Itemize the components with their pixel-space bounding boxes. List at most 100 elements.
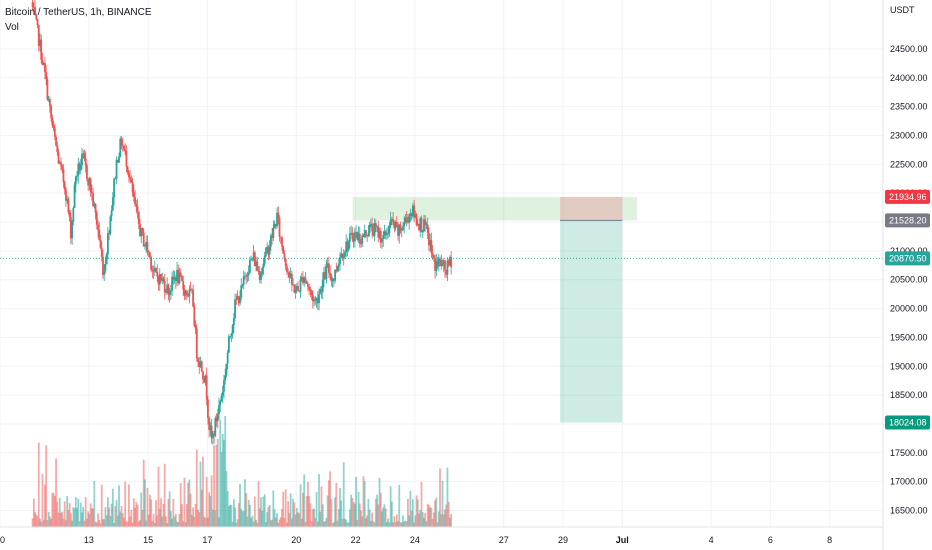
volume-bar [145, 520, 148, 527]
volume-bar [334, 497, 336, 527]
candle-body [405, 217, 408, 220]
candle-body [260, 274, 262, 280]
candle-body [332, 278, 335, 281]
volume-bar [407, 498, 409, 527]
volume-bar [158, 508, 161, 527]
candle-body [102, 256, 104, 275]
candle-body [339, 257, 341, 264]
candle-body [337, 263, 340, 267]
volume-bar [300, 518, 303, 527]
candle-body [68, 212, 71, 217]
volume-bar [202, 456, 204, 527]
candle-body [108, 233, 111, 235]
candle-body [363, 230, 366, 238]
price-tag[interactable] [885, 415, 930, 430]
price-tag[interactable] [885, 189, 930, 204]
candle-body [381, 238, 383, 243]
candle-body [92, 193, 94, 207]
volume-bar [34, 512, 36, 527]
candle-body [426, 224, 429, 233]
volume-bar [297, 512, 299, 527]
volume-bar [37, 442, 40, 527]
candle-body [153, 268, 156, 272]
volume-bar [240, 508, 243, 527]
volume-bar [355, 477, 357, 527]
candle-body [56, 145, 59, 153]
x-tick-label: 20 [291, 535, 301, 545]
volume-bar [331, 523, 334, 527]
candle-body [152, 270, 155, 272]
volume-bar [55, 458, 57, 527]
volume-bar [450, 514, 453, 527]
volume-bar [278, 519, 281, 527]
candle-body [200, 361, 203, 372]
volume-bar [120, 506, 123, 527]
volume-bar [127, 484, 130, 527]
candle-body [215, 417, 218, 422]
candle-body [198, 361, 201, 368]
candle-body [289, 273, 292, 278]
candle-body [424, 219, 427, 226]
volume-bar [42, 520, 45, 527]
y-tick-label: 19000.00 [890, 361, 928, 371]
stop-loss-zone[interactable] [560, 196, 623, 221]
candle-body [368, 224, 371, 233]
x-tick-label: 22 [351, 535, 361, 545]
candle-body [261, 267, 264, 275]
volume-bar [136, 504, 139, 527]
candle-body [37, 25, 40, 46]
volume-bar [272, 490, 275, 527]
volume-bar [165, 516, 167, 527]
volume-bar [90, 508, 93, 527]
volume-bar [376, 494, 378, 527]
candle-body [300, 277, 303, 280]
candle-body [369, 223, 372, 225]
candle-body [315, 298, 318, 301]
candle-body [188, 289, 191, 297]
candle-body [432, 255, 435, 259]
volume-bar [148, 494, 151, 527]
price-tag[interactable] [885, 213, 930, 228]
candle-body [57, 152, 60, 164]
candle-body [40, 39, 43, 60]
volume-bar [379, 492, 382, 527]
volume-bar [350, 494, 353, 527]
candle-body [90, 191, 93, 194]
candle-body [171, 276, 174, 291]
volume-bar [184, 522, 187, 527]
candle-body [203, 379, 206, 383]
volume-bar [400, 522, 403, 527]
volume-bar [423, 517, 425, 527]
candle-body [165, 292, 167, 293]
candle-body [416, 224, 419, 226]
volume-bar [307, 481, 309, 527]
volume-bar [440, 514, 443, 527]
volume-bar [415, 495, 418, 527]
candle-body [413, 205, 415, 218]
candle-body [73, 184, 76, 208]
candle-body [352, 239, 355, 242]
candle-body [147, 251, 150, 253]
volume-bar [384, 508, 387, 527]
candle-body [36, 19, 39, 26]
volume-bar [86, 518, 88, 527]
volume-bar [294, 514, 297, 527]
resistance-zone[interactable] [352, 196, 638, 221]
volume-bar [69, 513, 72, 527]
candle-body [297, 286, 299, 291]
candle-body [345, 241, 348, 253]
volume-bar [414, 515, 417, 527]
x-tick-label: 15 [143, 535, 153, 545]
candle-body [58, 162, 61, 164]
take-profit-zone[interactable] [560, 220, 623, 423]
volume-bar [363, 481, 366, 527]
candle-body [325, 266, 328, 280]
y-tick-label: 17500.00 [890, 448, 928, 458]
candle-body [93, 204, 96, 207]
candle-body [377, 226, 380, 238]
volume-bar [108, 507, 111, 527]
price-tag[interactable] [885, 251, 930, 266]
candle-body [318, 294, 320, 304]
